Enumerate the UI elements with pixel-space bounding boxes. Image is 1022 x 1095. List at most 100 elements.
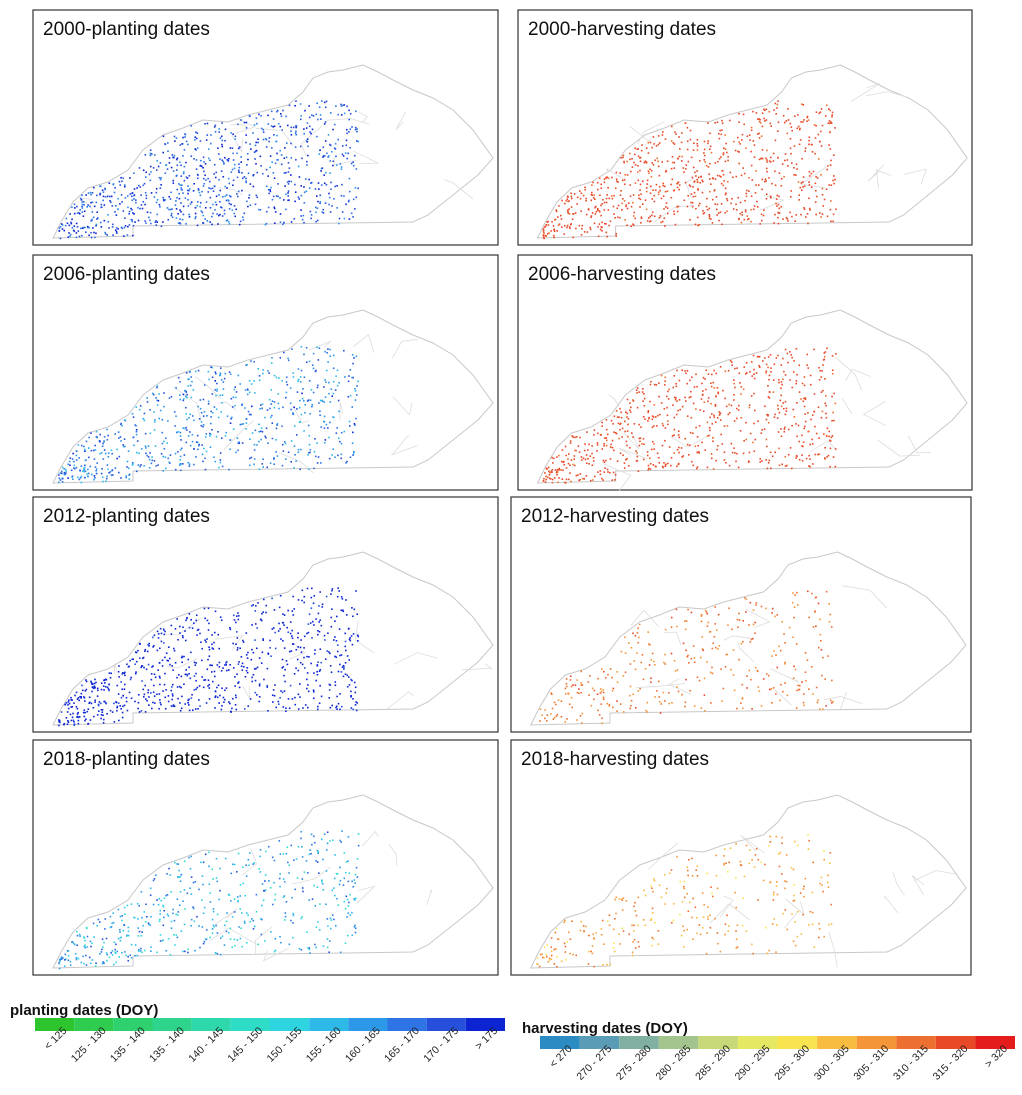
pixel-dot (121, 201, 123, 203)
pixel-dot (629, 184, 632, 186)
pixel-dot (174, 140, 176, 142)
pixel-dot (572, 213, 575, 215)
pixel-dot (228, 702, 231, 705)
pixel-dot (166, 207, 169, 209)
pixel-dot (196, 634, 198, 636)
pixel-dot (208, 622, 210, 625)
pixel-dot (153, 154, 156, 156)
pixel-dot (215, 203, 218, 206)
pixel-dot (254, 610, 257, 612)
pixel-dot (342, 675, 345, 678)
pixel-dot (140, 448, 143, 450)
pixel-dot (328, 697, 331, 699)
pixel-dot (181, 655, 183, 658)
pixel-dot (223, 701, 225, 703)
pixel-dot (238, 223, 241, 226)
pixel-dot (91, 201, 94, 204)
pixel-dot (549, 713, 552, 715)
pixel-dot (122, 672, 124, 674)
pixel-dot (228, 931, 230, 934)
pixel-dot (123, 185, 126, 188)
pixel-dot (284, 171, 287, 174)
pixel-dot (96, 194, 98, 197)
pixel-dot (822, 364, 824, 366)
pixel-dot (317, 200, 319, 203)
pixel-dot (69, 213, 71, 215)
pixel-dot (823, 457, 826, 459)
pixel-dot (357, 844, 360, 847)
pixel-dot (797, 125, 800, 128)
pixel-dot (731, 197, 733, 200)
pixel-dot (357, 187, 359, 190)
pixel-dot (241, 177, 244, 180)
pixel-dot (637, 148, 639, 150)
pixel-dot (814, 611, 816, 613)
pixel-dot (204, 218, 206, 220)
pixel-dot (553, 219, 556, 221)
pixel-dot (208, 180, 211, 183)
pixel-dot (777, 408, 779, 410)
pixel-dot (112, 183, 115, 186)
pixel-dot (146, 211, 149, 214)
pixel-dot (135, 470, 138, 473)
pixel-dot (142, 656, 145, 659)
pixel-dot (317, 630, 319, 632)
pixel-dot (824, 378, 826, 380)
pixel-dot (830, 200, 832, 202)
pixel-dot (340, 671, 343, 673)
pixel-dot (732, 208, 735, 210)
pixel-dot (755, 604, 757, 606)
pixel-dot (647, 464, 650, 467)
pixel-dot (241, 172, 243, 174)
pixel-dot (329, 706, 332, 709)
pixel-dot (564, 721, 567, 723)
pixel-dot (646, 454, 649, 457)
pixel-dot (722, 153, 725, 156)
pixel-dot (211, 187, 214, 190)
pixel-dot (262, 131, 265, 133)
pixel-dot (305, 860, 308, 862)
pixel-dot (78, 478, 81, 481)
pixel-dot (117, 228, 119, 230)
pixel-dot (342, 155, 345, 157)
pixel-dot (570, 197, 573, 200)
pixel-dot (326, 351, 328, 354)
pixel-dot (289, 402, 292, 405)
pixel-dot (344, 662, 347, 664)
pixel-dot (202, 156, 205, 159)
pixel-dot (818, 928, 821, 930)
pixel-dot (782, 114, 785, 117)
pixel-dot (326, 831, 329, 834)
pixel-dot (217, 147, 219, 150)
pixel-dot (279, 149, 282, 152)
pixel-dot (308, 360, 311, 363)
pixel-dot (748, 190, 750, 192)
pixel-dot (83, 697, 86, 699)
pixel-dot (634, 182, 637, 184)
pixel-dot (295, 434, 298, 436)
pixel-dot (221, 159, 223, 162)
pixel-dot (596, 442, 599, 444)
pixel-dot (624, 671, 627, 674)
pixel-dot (770, 197, 772, 199)
pixel-dot (260, 404, 262, 406)
pixel-dot (343, 668, 345, 670)
pixel-dot (766, 149, 768, 152)
county-line (914, 870, 956, 881)
pixel-dot (641, 443, 643, 445)
pixel-dot (277, 700, 280, 703)
pixel-dot (64, 472, 67, 474)
pixel-dot (682, 167, 685, 169)
county-line (784, 911, 798, 929)
pixel-dot (234, 215, 236, 218)
pixel-dot (795, 423, 797, 425)
pixel-dot (202, 686, 205, 689)
pixel-dot (742, 113, 745, 116)
pixel-dot (309, 399, 312, 402)
pixel-dot (292, 595, 294, 598)
pixel-dot (67, 236, 70, 239)
pixel-dot (217, 223, 219, 225)
pixel-dot (193, 907, 195, 910)
pixel-dot (318, 621, 320, 623)
pixel-dot (294, 191, 297, 193)
